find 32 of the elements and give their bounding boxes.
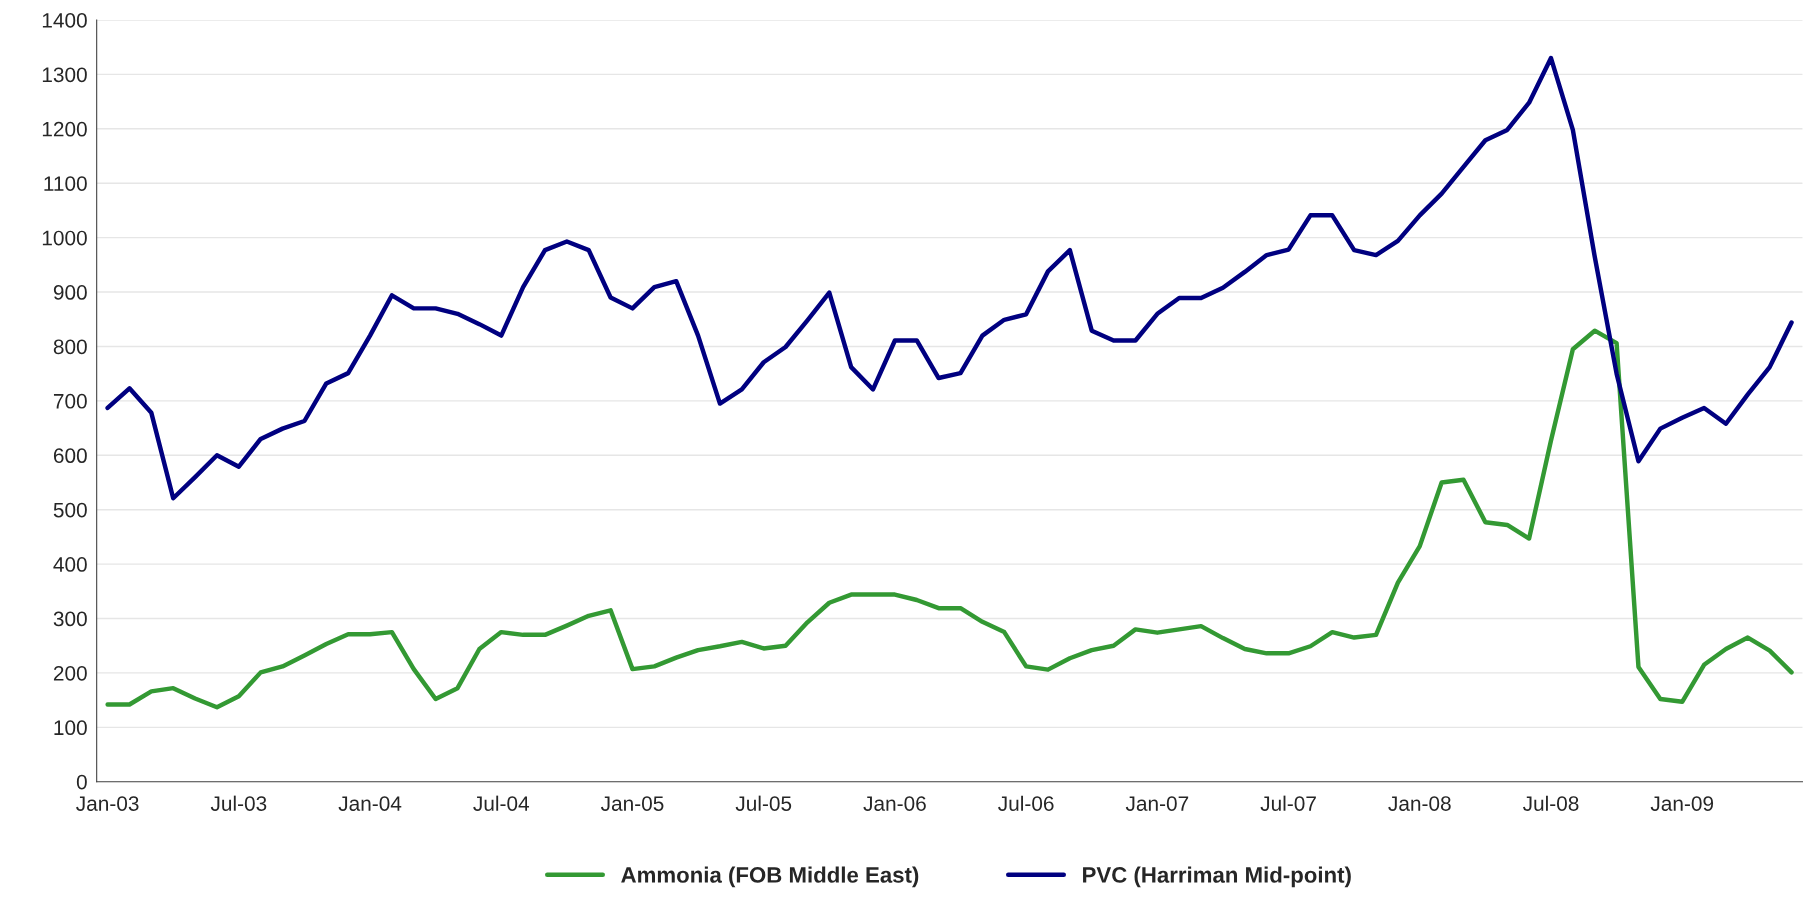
x-tick-label: Jul-05 bbox=[735, 795, 792, 811]
x-tick-label: Jul-06 bbox=[998, 795, 1054, 811]
legend-label: Ammonia (FOB Middle East) bbox=[621, 866, 919, 888]
legend-label: PVC (Harriman Mid-point) bbox=[1083, 866, 1351, 888]
y-tick-label: 1200 bbox=[42, 121, 87, 137]
x-tick-label: Jan-05 bbox=[600, 796, 664, 811]
y-tick-label: 600 bbox=[53, 448, 87, 464]
x-tick-label: Jul-07 bbox=[1260, 795, 1316, 811]
x-tick-label: Jan-06 bbox=[863, 796, 926, 811]
y-tick-label: 700 bbox=[53, 393, 87, 409]
x-tick-label: Jan-07 bbox=[1125, 796, 1189, 811]
y-tick-label: 100 bbox=[54, 720, 87, 736]
x-tick-label: Jan-04 bbox=[338, 796, 402, 811]
y-tick-label: 0 bbox=[76, 774, 87, 790]
y-tick-label: 1300 bbox=[42, 67, 87, 83]
y-tick-label: 1100 bbox=[44, 176, 87, 191]
x-tick-label: Jul-08 bbox=[1522, 795, 1579, 811]
y-tick-label: 900 bbox=[53, 285, 87, 300]
x-tick-label: Jan-09 bbox=[1650, 796, 1714, 811]
y-tick-label: 1400 bbox=[42, 13, 87, 28]
line-series bbox=[105, 328, 1794, 710]
y-tick-label: 200 bbox=[53, 665, 87, 681]
x-tick-label: Jan-03 bbox=[76, 796, 139, 811]
line-series bbox=[105, 55, 1794, 501]
x-tick-label: Jul-04 bbox=[473, 795, 530, 811]
y-tick-label: 800 bbox=[53, 339, 87, 355]
y-tick-label: 400 bbox=[53, 557, 87, 572]
y-tick-label: 1000 bbox=[42, 230, 87, 246]
x-tick-label: Jan-08 bbox=[1388, 796, 1451, 811]
y-tick-label: 300 bbox=[53, 611, 87, 627]
y-tick-label: 500 bbox=[53, 502, 87, 518]
x-tick-label: Jul-03 bbox=[210, 795, 267, 811]
